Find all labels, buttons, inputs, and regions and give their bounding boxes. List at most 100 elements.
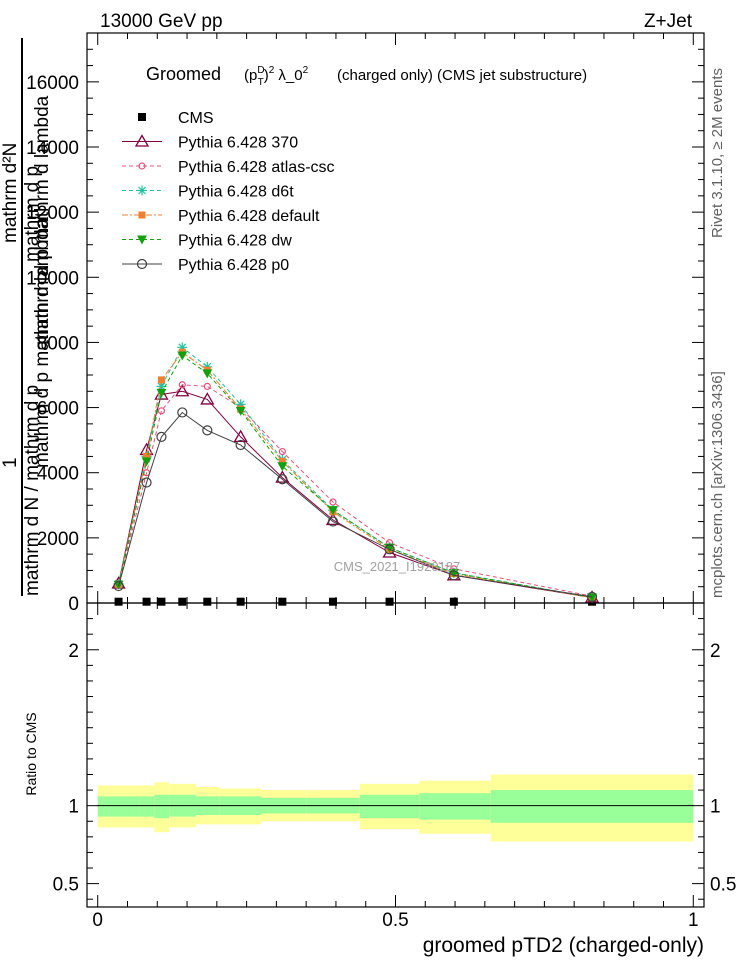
ratio-y-tick-label: 0.5 [53, 875, 79, 896]
marker-circle [448, 570, 459, 581]
mcplots-label: mcplots.cern.ch [arXiv:1306.3436] [709, 371, 726, 598]
series-line [118, 346, 593, 598]
ylabel-line-1: mathrm d²N [0, 143, 21, 243]
marker-circle [586, 591, 598, 602]
legend-label: Pythia 6.428 atlas-csc [178, 159, 335, 176]
marker-square [138, 113, 146, 121]
ylabel-line-3: mathrm d p mathrm d lambda [32, 95, 53, 345]
marker-square [142, 597, 151, 606]
legend-label: Pythia 6.428 p0 [178, 257, 289, 274]
marker-circle [327, 516, 339, 527]
legend-label: Pythia 6.428 370 [178, 135, 298, 152]
marker-circle [277, 474, 288, 485]
legend-label: Pythia 6.428 dw [178, 233, 292, 250]
series-line [118, 411, 593, 598]
marker-triangle-down [202, 369, 213, 379]
marker-circle [138, 162, 146, 170]
y-tick-label: 4000 [37, 464, 79, 485]
legend: CMS Pythia 6.428 370 Pythia 6.428 atlas-cs… [122, 110, 335, 274]
process-label: Z+Jet [644, 11, 693, 32]
marker-star [137, 185, 147, 196]
series-line [118, 384, 593, 597]
marker-triangle-down [327, 506, 338, 516]
marker-circle [235, 439, 246, 451]
series-p0 [113, 407, 598, 602]
marker-triangle-down [156, 388, 167, 398]
marker-square [278, 457, 286, 465]
legend-entry-atlas: Pythia 6.428 atlas-csc [122, 159, 335, 176]
marker-triangle [175, 383, 190, 397]
y-tick-label: 14000 [26, 138, 79, 159]
marker-square [157, 376, 165, 384]
y-tick-label: 2000 [37, 529, 79, 550]
ratio-y-tick-label-right: 1 [710, 797, 721, 818]
ylabel-line-2: mathrm d p [22, 166, 43, 262]
ratio-inner-band [139, 796, 155, 817]
marker-square [385, 597, 394, 606]
watermark: CMS_2021_I1920187 [334, 559, 461, 574]
marker-triangle-down [235, 406, 246, 416]
y-tick-label: 12000 [26, 203, 79, 224]
y-tick-label: 10000 [26, 268, 79, 289]
legend-label: Pythia 6.428 default [178, 208, 320, 225]
marker-square [449, 597, 458, 606]
ylabel-line-4: 1 [0, 457, 21, 468]
ratio-y-tick-label-right: 2 [710, 641, 721, 662]
plot-title-suffix: (charged only) (CMS jet substructure) [337, 67, 587, 84]
main-ylabel: mathrm d²N mathrm d p mathrm d p mathrm … [0, 38, 53, 596]
main-panel: 0 2000 4000 6000 8000 10000 12000 14000 16000 [26, 32, 705, 615]
ratio-y-tick-label-right: 0.5 [710, 875, 736, 896]
y-tick-label: 8000 [37, 333, 79, 354]
marker-circle [329, 498, 337, 506]
ratio-inner-band [359, 794, 420, 819]
ylabel-line-6: mathrm d p mathrm d lambda [32, 218, 53, 468]
marker-circle [203, 382, 211, 390]
legend-entry-default: Pythia 6.428 default [122, 208, 320, 225]
marker-triangle [200, 392, 215, 405]
rivet-label: Rivet 3.1.10, ≥ 2M events [709, 68, 726, 238]
marker-circle [202, 425, 213, 436]
marker-circle [136, 258, 148, 270]
marker-triangle-down [141, 457, 152, 467]
marker-triangle-down [137, 235, 147, 245]
marker-triangle-down [587, 593, 598, 603]
x-tick-label: 0.5 [382, 910, 408, 931]
legend-entry-d6t: Pythia 6.428 d6t [122, 184, 294, 201]
marker-circle [384, 544, 395, 555]
ratio-ylabel: Ratio to CMS [23, 712, 39, 795]
marker-circle [177, 407, 188, 418]
marker-square [157, 597, 166, 606]
energy-label: 13000 GeV pp [100, 11, 223, 32]
marker-circle [113, 580, 124, 592]
marker-circle [278, 447, 286, 456]
series-line [118, 354, 593, 598]
marker-triangle [134, 134, 150, 147]
ratio-y-tick-label: 2 [68, 641, 79, 662]
marker-square [143, 452, 151, 460]
legend-entry-dw: Pythia 6.428 dw [122, 233, 292, 250]
y-tick-label: 0 [68, 594, 79, 615]
marker-square [278, 597, 287, 606]
marker-star-stroke [138, 186, 146, 195]
legend-label: CMS [178, 110, 214, 127]
marker-square [328, 597, 337, 606]
marker-square [178, 597, 187, 606]
ratio-inner-band [490, 790, 694, 823]
x-tick-label: 0 [92, 910, 103, 931]
marker-circle [156, 431, 167, 442]
marker-triangle-down [277, 462, 288, 472]
marker-square [203, 597, 212, 606]
marker-circle [157, 407, 166, 415]
marker-circle [178, 381, 186, 389]
plot-title-math: (pD T)2 λ_02 [244, 65, 309, 88]
ylabel-line-5: mathrm d N / mathrm d p [22, 385, 43, 596]
y-tick-label: 16000 [26, 73, 79, 94]
x-axis-label: groomed pTD2 (charged-only) [423, 934, 704, 957]
y-tick-label: 6000 [37, 399, 79, 420]
legend-entry-p370: Pythia 6.428 370 [122, 134, 298, 152]
marker-square [236, 597, 245, 606]
ratio-panel: 0 0.5 1 0.5 0.5 1 1 2 2 [53, 602, 736, 931]
plot-title: Groomed (pD T)2 λ_02 (charged only) (CMS … [146, 64, 587, 88]
series-line [118, 390, 593, 598]
